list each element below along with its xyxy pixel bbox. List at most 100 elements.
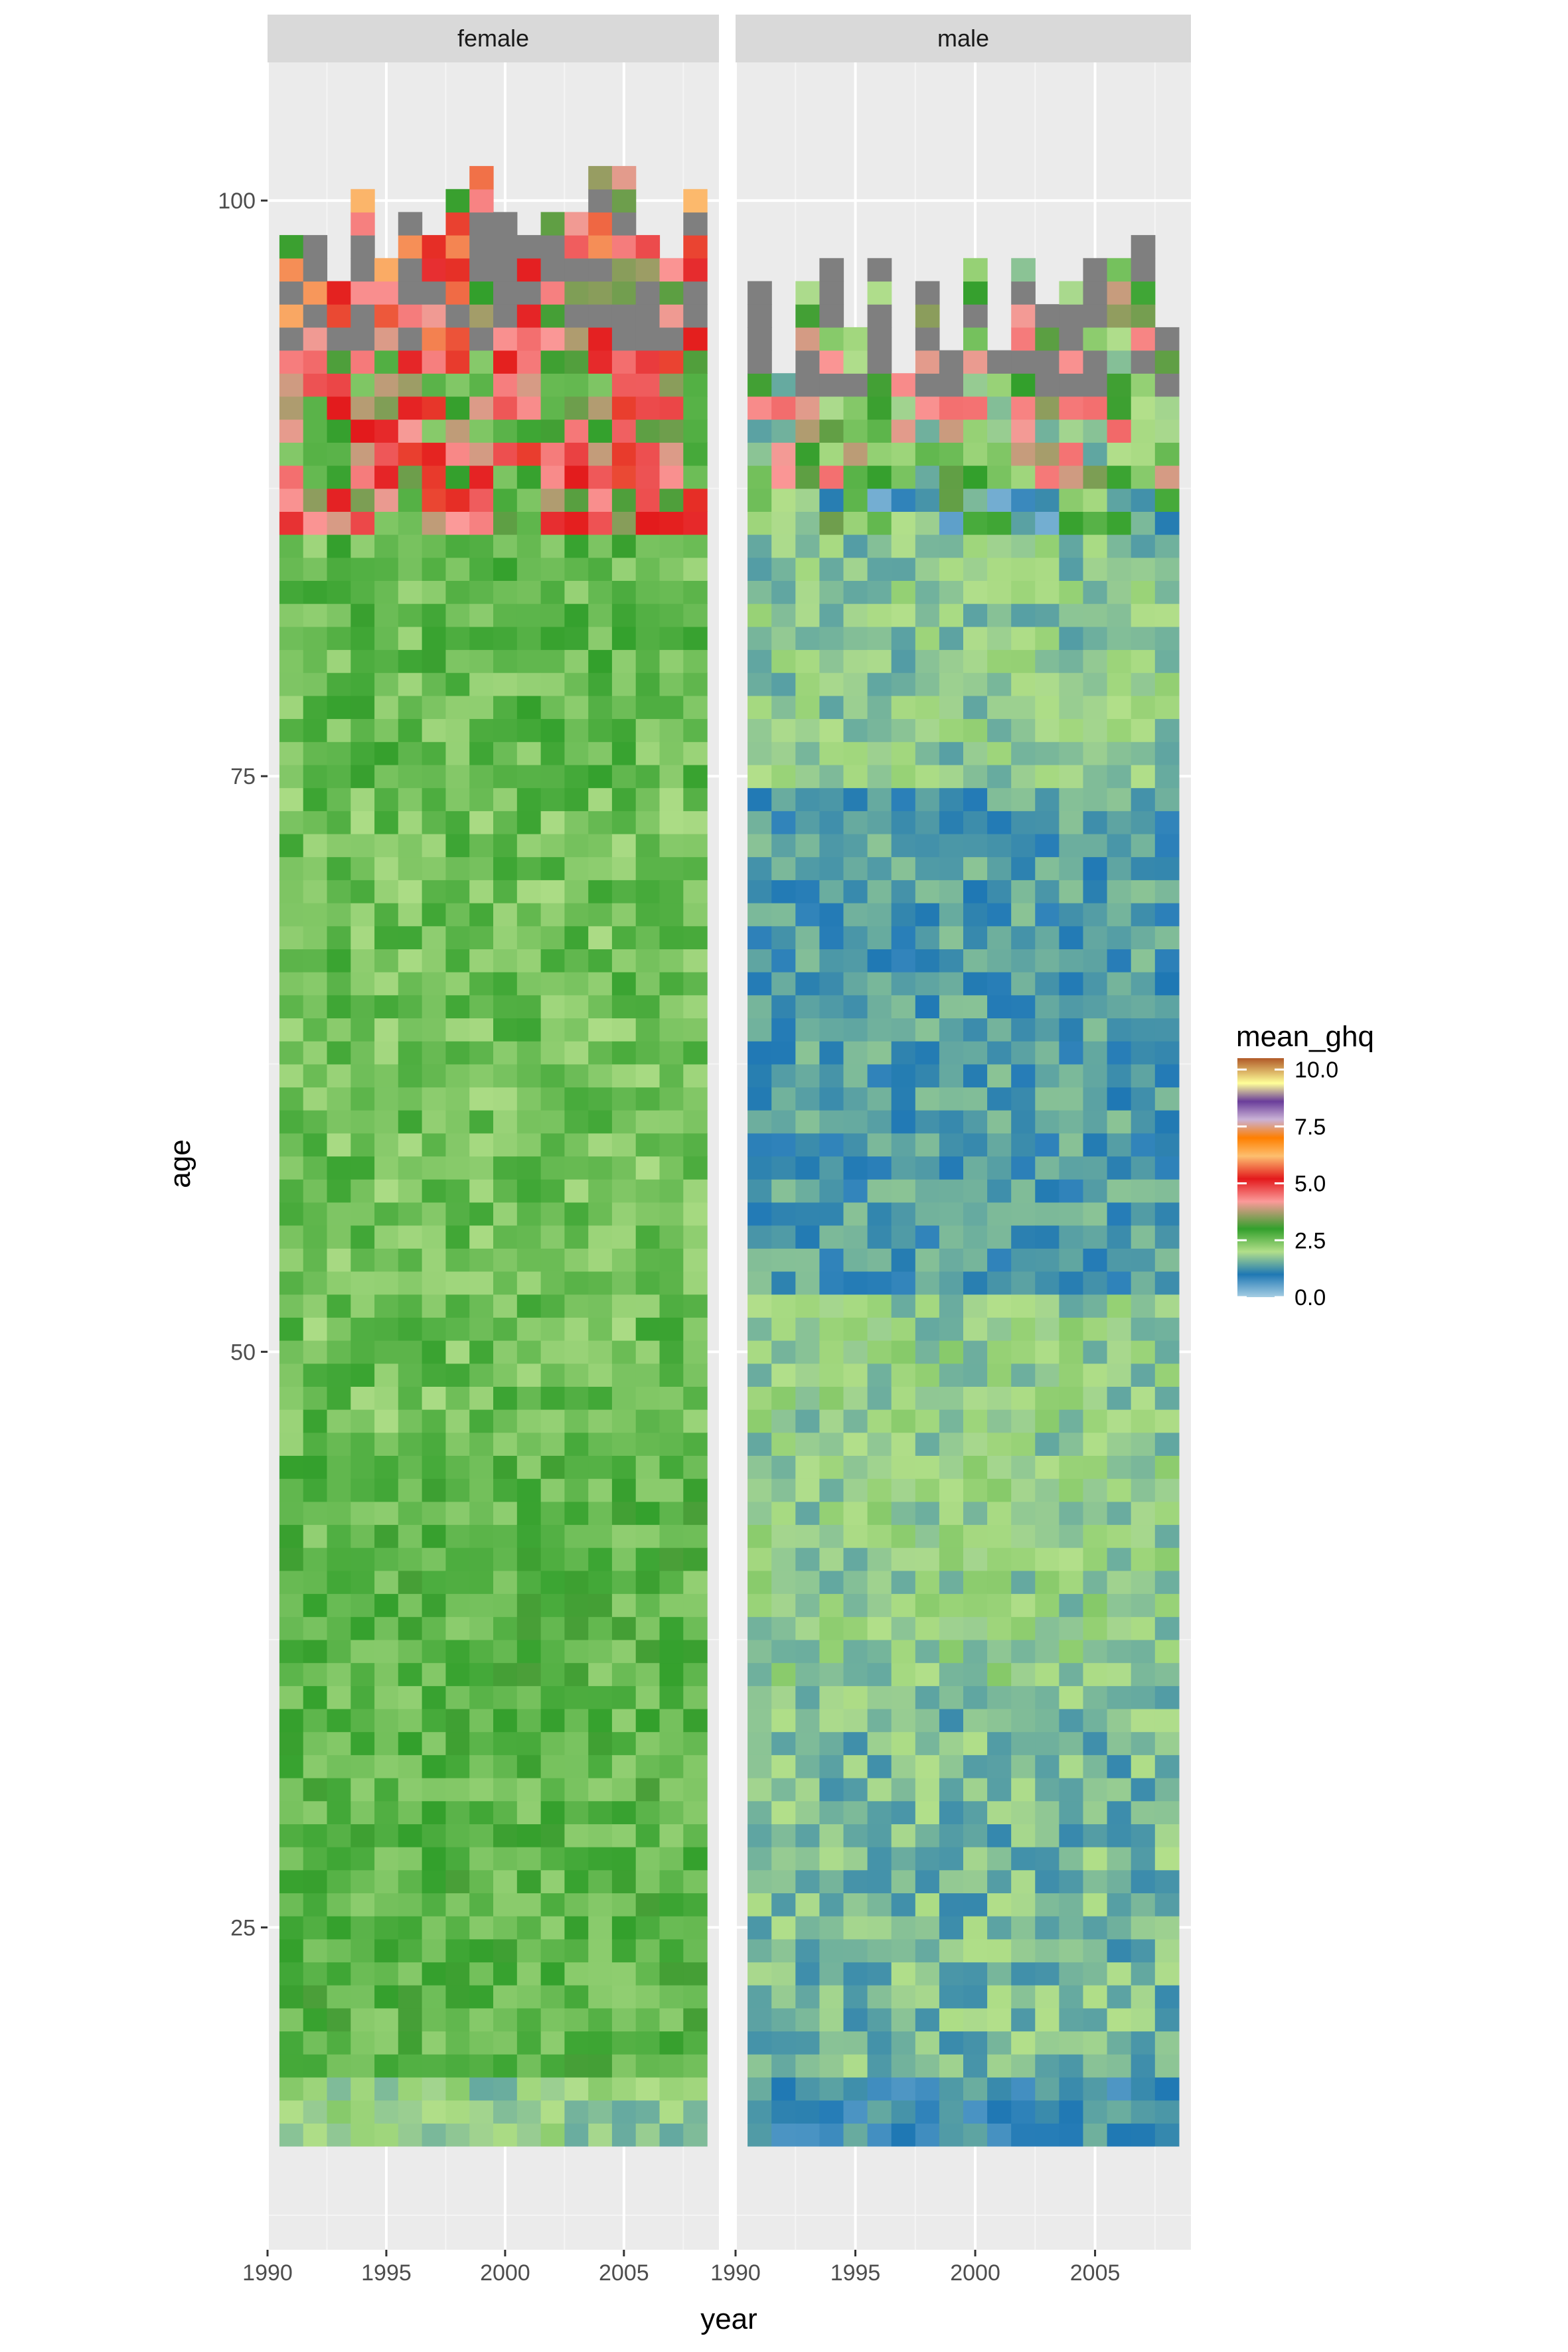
heatmap-cell (1083, 1662, 1108, 1686)
heatmap-cell (493, 1501, 518, 1526)
heatmap-cell (279, 1755, 304, 1778)
heatmap-cell (747, 1294, 772, 1318)
heatmap-cell (819, 396, 844, 420)
heatmap-cell (659, 972, 684, 996)
heatmap-cell (540, 534, 565, 558)
heatmap-cell (398, 281, 423, 305)
heatmap-cell (891, 1616, 916, 1640)
heatmap-cell (564, 742, 589, 765)
heatmap-cell (327, 1616, 351, 1640)
heatmap-cell (915, 2054, 940, 2078)
heatmap-cell (1131, 1018, 1156, 1042)
heatmap-cell (659, 672, 684, 696)
heatmap-cell (795, 718, 820, 742)
heatmap-cell (891, 1156, 916, 1180)
heatmap-cell (351, 2123, 375, 2147)
heatmap-cell (963, 1916, 988, 1940)
heatmap-cell (588, 488, 613, 512)
heatmap-cell (747, 1087, 772, 1111)
heatmap-cell (1154, 1570, 1180, 1595)
heatmap-cell (493, 1409, 518, 1433)
heatmap-cell (327, 1386, 351, 1410)
heatmap-cell (1131, 511, 1156, 535)
heatmap-cell (915, 2077, 940, 2101)
heatmap-cell (611, 2123, 637, 2147)
heatmap-cell (351, 350, 375, 374)
heatmap-cell (795, 2054, 820, 2078)
heatmap-cell (891, 1824, 916, 1847)
heatmap-cell (939, 1570, 964, 1595)
heatmap-cell (635, 994, 661, 1018)
heatmap-cell (867, 626, 892, 651)
heatmap-cell (1154, 1616, 1180, 1640)
heatmap-cell (422, 1593, 446, 1617)
heatmap-cell (659, 1547, 684, 1571)
heatmap-cell (351, 2031, 375, 2055)
heatmap-cell (422, 811, 446, 834)
heatmap-cell (279, 373, 304, 397)
heatmap-cell (843, 1639, 868, 1664)
heatmap-cell (635, 350, 661, 374)
heatmap-cell (1035, 856, 1059, 880)
heatmap-cell (564, 856, 589, 880)
heatmap-cell (564, 2077, 589, 2101)
heatmap-cell (327, 1063, 351, 1088)
heatmap-cell (1035, 1501, 1059, 1526)
heatmap-cell (939, 1824, 964, 1847)
heatmap-cell (891, 972, 916, 996)
heatmap-cell (516, 672, 542, 696)
heatmap-cell (540, 419, 565, 443)
heatmap-cell (564, 718, 589, 742)
heatmap-cell (1107, 580, 1132, 604)
heatmap-cell (795, 304, 820, 328)
heatmap-cell (564, 1639, 589, 1664)
heatmap-cell (469, 1340, 494, 1364)
heatmap-cell (303, 2100, 328, 2124)
heatmap-cell (540, 1570, 565, 1595)
heatmap-cell (1131, 1938, 1156, 1963)
heatmap-cell (422, 304, 446, 328)
heatmap-cell (469, 2054, 494, 2078)
heatmap-cell (939, 1962, 964, 1986)
heatmap-cell (891, 1593, 916, 1617)
heatmap-cell (939, 1225, 964, 1249)
heatmap-cell (747, 1755, 772, 1778)
heatmap-cell (398, 258, 423, 282)
heatmap-cell (915, 465, 940, 489)
heatmap-cell (1107, 1087, 1132, 1111)
heatmap-cell (1131, 1916, 1156, 1940)
heatmap-cell (867, 2054, 892, 2078)
heatmap-cell (398, 442, 423, 466)
heatmap-cell (771, 2054, 796, 2078)
heatmap-cell (819, 1824, 844, 1847)
heatmap-cell (564, 603, 589, 627)
heatmap-cell (987, 2054, 1012, 2078)
heatmap-cell (891, 1731, 916, 1755)
heatmap-cell (398, 1018, 423, 1042)
heatmap-cell (611, 925, 637, 949)
heatmap-cell (987, 1847, 1012, 1871)
heatmap-cell (1154, 1317, 1180, 1341)
heatmap-cell (963, 1755, 988, 1778)
heatmap-cell (445, 1869, 470, 1893)
heatmap-cell (588, 672, 613, 696)
heatmap-cell (398, 1133, 423, 1157)
heatmap-cell (915, 350, 940, 374)
heatmap-cell (611, 1087, 637, 1111)
heatmap-cell (1083, 258, 1108, 282)
heatmap-cell (588, 1962, 613, 1986)
legend-tick-label: 0.0 (1294, 1285, 1326, 1310)
heatmap-cell (987, 1708, 1012, 1733)
heatmap-cell (374, 787, 399, 811)
heatmap-cell (303, 2054, 328, 2078)
heatmap-cell (635, 811, 661, 834)
heatmap-cell (819, 811, 844, 834)
heatmap-cell (915, 742, 940, 765)
heatmap-cell (493, 1847, 518, 1871)
heatmap-cell (351, 1156, 375, 1180)
heatmap-cell (469, 972, 494, 996)
heatmap-cell (1154, 419, 1180, 443)
heatmap-cell (422, 1409, 446, 1433)
heatmap-cell (747, 1708, 772, 1733)
heatmap-cell (867, 488, 892, 512)
